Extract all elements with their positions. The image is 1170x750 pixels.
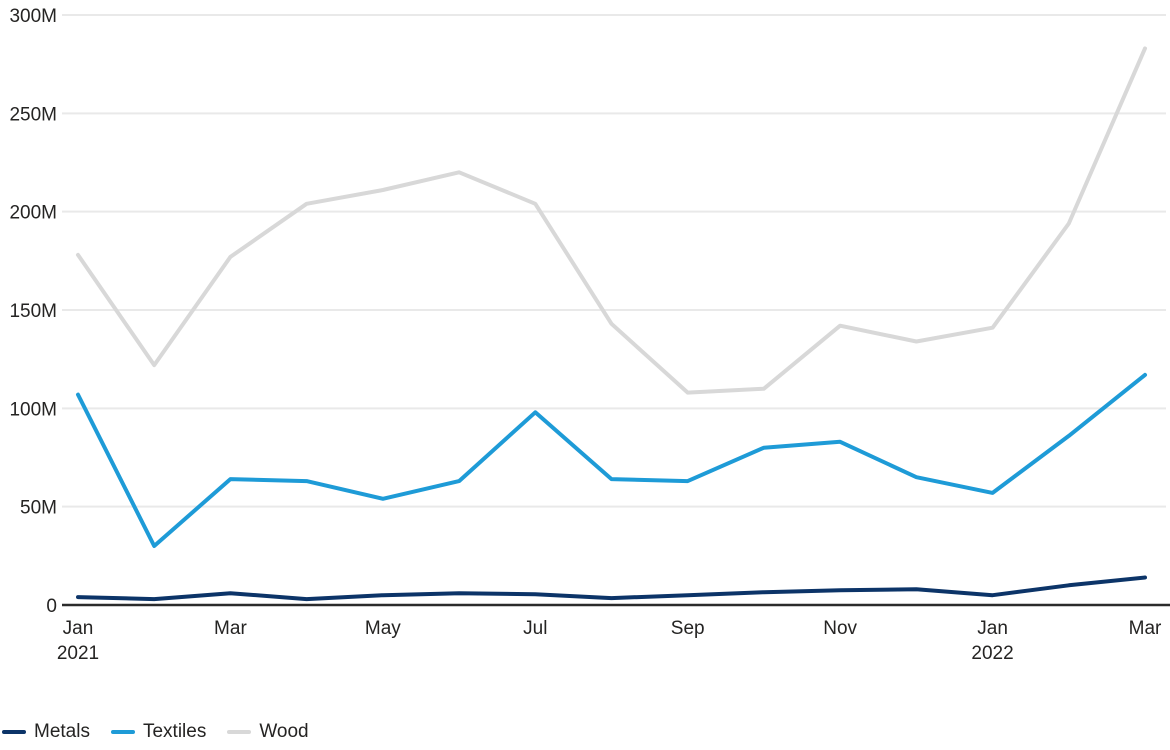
- x-axis-tick-label: Mar: [1129, 618, 1162, 639]
- chart-legend: Metals Textiles Wood: [2, 719, 309, 745]
- x-axis-tick-label: May: [365, 618, 401, 639]
- legend-swatch-metals: [2, 730, 26, 734]
- y-axis-tick-label: 150M: [9, 301, 57, 322]
- y-axis-tick-label: 200M: [9, 203, 57, 224]
- series-line-textiles[interactable]: [76, 372, 1147, 548]
- legend-label: Wood: [259, 721, 309, 742]
- x-axis-tick-label: Mar: [214, 618, 247, 639]
- legend-swatch-textiles: [110, 730, 135, 734]
- y-axis-tick-label: 50M: [20, 498, 57, 519]
- y-axis-tick-label: 300M: [9, 6, 57, 27]
- legend-item-metals[interactable]: Metals: [2, 719, 90, 745]
- legend-item-textiles[interactable]: Textiles: [110, 719, 207, 745]
- x-axis-tick-label: Jul: [523, 618, 547, 639]
- legend-label: Textiles: [142, 721, 207, 742]
- line-chart: 0 50M 100M 150M 200M 250M 300M Jan 2021 Mar May Jul…: [9, 6, 1170, 664]
- y-axis-tick-label: 250M: [9, 104, 57, 125]
- legend-label: Metals: [34, 721, 90, 742]
- legend-item-wood[interactable]: Wood: [227, 719, 309, 745]
- series-line-wood[interactable]: [76, 46, 1147, 395]
- x-axis-tick-label: Sep: [671, 618, 705, 639]
- y-axis-tick-label: 0: [46, 596, 57, 617]
- y-axis-tick-label: 100M: [9, 399, 57, 420]
- x-axis-tick-label: Nov: [823, 618, 857, 639]
- legend-swatch-wood: [227, 730, 252, 734]
- x-axis-tick-label: Jan 2021: [57, 618, 99, 664]
- x-axis-tick-label: Jan 2022: [971, 618, 1013, 664]
- series-line-metals[interactable]: [76, 575, 1147, 602]
